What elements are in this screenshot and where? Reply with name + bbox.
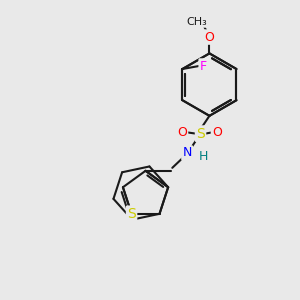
Text: S: S [196,127,205,141]
Text: F: F [200,59,207,73]
Text: S: S [127,207,136,221]
Text: H: H [199,150,208,163]
Text: N: N [182,146,192,160]
Text: O: O [212,126,222,139]
Text: CH₃: CH₃ [186,16,207,27]
Text: O: O [177,126,187,139]
Text: O: O [205,31,214,44]
